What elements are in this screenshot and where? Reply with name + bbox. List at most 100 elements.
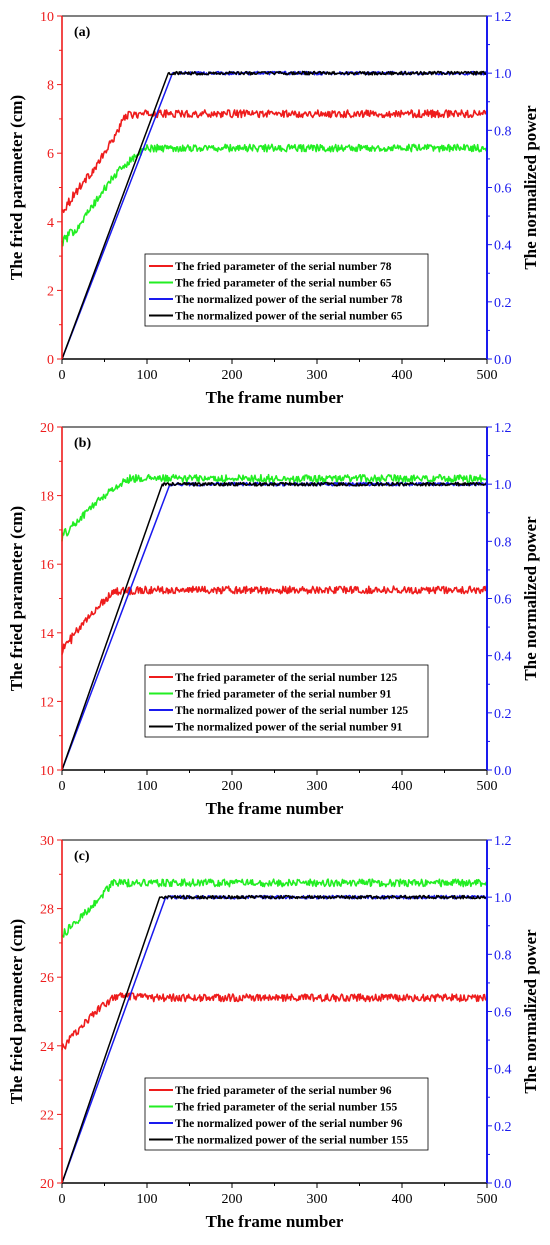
x-tick-label: 300 <box>307 368 328 383</box>
right-y-tick-label: 0.0 <box>494 353 512 368</box>
x-tick-label: 500 <box>477 368 498 383</box>
right-y-tick-label: 0.0 <box>494 1177 512 1192</box>
legend-entry: The normalized power of the serial numbe… <box>175 1135 408 1147</box>
right-y-tick-label: 1.0 <box>494 891 512 906</box>
legend: The fried parameter of the serial number… <box>144 1077 429 1151</box>
series-line-2 <box>61 473 488 542</box>
legend-box <box>144 1077 429 1151</box>
series-line-2 <box>61 878 488 938</box>
right-y-tick-label: 0.4 <box>494 1063 512 1078</box>
left-y-tick-label: 10 <box>40 764 54 779</box>
x-tick-label: 0 <box>59 368 66 383</box>
right-y-axis-title: The normalized power <box>521 929 540 1094</box>
x-tick-label: 400 <box>392 368 413 383</box>
x-tick-label: 0 <box>59 1192 66 1207</box>
left-y-tick-label: 4 <box>47 216 54 231</box>
right-y-tick-label: 0.6 <box>494 593 512 608</box>
chart-panel-2: 0 100 200 300 400 500 10 12 14 16 18 20 0.0 0.2 0.4 0.6… <box>7 421 540 818</box>
left-y-tick-label: 22 <box>40 1108 54 1123</box>
left-y-tick-label: 28 <box>40 903 54 918</box>
x-tick-label: 400 <box>392 1192 413 1207</box>
legend-entry: The fried parameter of the serial number… <box>175 1085 392 1097</box>
x-tick-label: 200 <box>222 1192 243 1207</box>
right-y-tick-label: 0.4 <box>494 239 512 254</box>
left-y-tick-label: 26 <box>40 971 54 986</box>
x-tick-label: 300 <box>307 779 328 794</box>
left-y-tick-label: 12 <box>40 695 54 710</box>
legend-entry: The fried parameter of the serial number… <box>175 1102 397 1114</box>
legend: The fried parameter of the serial number… <box>144 664 429 738</box>
x-tick-label: 100 <box>137 779 158 794</box>
left-y-tick-label: 14 <box>40 627 54 642</box>
series-line-1 <box>61 109 488 214</box>
x-tick-label: 100 <box>137 1192 158 1207</box>
right-y-tick-label: 0.2 <box>494 707 512 722</box>
series-line-4 <box>61 70 488 360</box>
right-y-tick-label: 1.2 <box>494 10 512 25</box>
legend-box <box>144 253 429 327</box>
x-tick-label: 500 <box>477 1192 498 1207</box>
left-y-axis-title: The fried parameter (cm) <box>7 95 26 280</box>
x-axis-title: The frame number <box>206 388 344 407</box>
series-line-4 <box>61 894 488 1184</box>
right-y-tick-label: 1.0 <box>494 478 512 493</box>
legend-entry: The normalized power of the serial numbe… <box>175 294 403 306</box>
left-y-tick-label: 30 <box>40 834 54 849</box>
legend-entry: The fried parameter of the serial number… <box>175 689 392 701</box>
series-line-1 <box>61 992 488 1051</box>
left-y-tick-label: 20 <box>40 1177 54 1192</box>
right-y-tick-label: 0.2 <box>494 1120 512 1135</box>
x-axis-title: The frame number <box>206 799 344 818</box>
panel-label: (c) <box>74 849 90 864</box>
legend: The fried parameter of the serial number… <box>144 253 429 327</box>
right-y-axis-title: The normalized power <box>521 105 540 270</box>
right-y-tick-label: 0.2 <box>494 296 512 311</box>
left-y-tick-label: 10 <box>40 10 54 25</box>
series-line-1 <box>61 585 488 655</box>
series-line-3 <box>61 70 488 360</box>
x-tick-label: 0 <box>59 779 66 794</box>
legend-entry: The normalized power of the serial numbe… <box>175 722 403 734</box>
legend-entry: The normalized power of the serial numbe… <box>175 705 408 717</box>
right-y-tick-label: 0.8 <box>494 948 512 963</box>
x-tick-label: 500 <box>477 779 498 794</box>
right-y-tick-label: 0.8 <box>494 124 512 139</box>
left-y-tick-label: 6 <box>47 147 54 162</box>
chart-panel-3: 0 100 200 300 400 500 20 22 24 26 28 30 0.0 0.2 0.4 0.6… <box>7 834 540 1231</box>
left-y-tick-label: 2 <box>47 284 54 299</box>
left-y-tick-label: 16 <box>40 558 54 573</box>
x-tick-label: 200 <box>222 368 243 383</box>
right-y-tick-label: 1.0 <box>494 67 512 82</box>
right-y-tick-label: 0.0 <box>494 764 512 779</box>
left-y-tick-label: 18 <box>40 490 54 505</box>
series-line-4 <box>61 481 488 771</box>
right-y-tick-label: 1.2 <box>494 834 512 849</box>
series-line-2 <box>61 143 488 247</box>
legend-box <box>144 664 429 738</box>
right-y-tick-label: 0.4 <box>494 650 512 665</box>
right-y-axis-title: The normalized power <box>521 516 540 681</box>
legend-entry: The fried parameter of the serial number… <box>175 672 397 684</box>
panel-label: (a) <box>74 25 91 40</box>
chart-panel-1: 0 100 200 300 400 500 0 2 4 6 8 10 0.0 0.2 0.4 0.6 0.8 1.… <box>7 10 540 407</box>
legend-entry: The normalized power of the serial numbe… <box>175 1118 403 1130</box>
right-y-tick-label: 0.8 <box>494 535 512 550</box>
left-y-axis-title: The fried parameter (cm) <box>7 919 26 1104</box>
legend-entry: The fried parameter of the serial number… <box>175 278 392 290</box>
x-tick-label: 200 <box>222 779 243 794</box>
right-y-tick-label: 0.6 <box>494 1006 512 1021</box>
x-tick-label: 100 <box>137 368 158 383</box>
left-y-tick-label: 20 <box>40 421 54 436</box>
left-y-tick-label: 0 <box>47 353 54 368</box>
x-tick-label: 300 <box>307 1192 328 1207</box>
right-y-tick-label: 1.2 <box>494 421 512 436</box>
left-y-axis-title: The fried parameter (cm) <box>7 506 26 691</box>
legend-entry: The normalized power of the serial numbe… <box>175 311 403 323</box>
x-axis-title: The frame number <box>206 1212 344 1231</box>
panel-label: (b) <box>74 436 91 451</box>
x-tick-label: 400 <box>392 779 413 794</box>
left-y-tick-label: 24 <box>40 1040 54 1055</box>
left-y-tick-label: 8 <box>47 79 54 94</box>
legend-entry: The fried parameter of the serial number… <box>175 261 392 273</box>
